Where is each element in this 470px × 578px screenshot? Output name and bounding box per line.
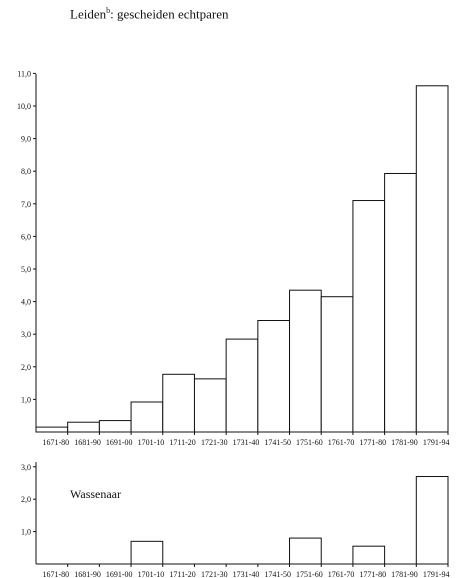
panel-1-x-tick-label: 1751-60: [296, 570, 323, 578]
panel-0-x-tick-label: 1681-90: [74, 438, 101, 447]
panel-0-y-tick-label: 11,0: [17, 69, 31, 78]
panel-0-bar: [98, 420, 132, 433]
panel-0-x-tick-label: 1711-20: [169, 438, 195, 447]
panel-0-bar: [320, 296, 354, 433]
panel-0-bar: [384, 172, 417, 433]
panel-0-bar: [225, 338, 259, 433]
wassenaar-label: Wassenaar: [70, 487, 122, 501]
panel-0-bar: [193, 378, 227, 433]
panel-0-x-tick-label: 1701-10: [138, 438, 165, 447]
panel-1-x-tick-label: 1701-10: [138, 570, 165, 578]
panel-0-y-tick-label: 2,0: [21, 363, 31, 372]
panel-0-y-tick-label: 4,0: [21, 298, 31, 307]
panel-1-x-tick-label: 1771-80: [359, 570, 386, 578]
panel-0-y-tick-label: 1,0: [21, 395, 31, 404]
panel-0-y-tick-label: 5,0: [21, 265, 31, 274]
panel-0-x-tick-label: 1691-00: [106, 438, 133, 447]
panel-0-bar: [257, 320, 291, 433]
panel-0-x-tick-label: 1771-80: [359, 438, 386, 447]
panel-1-x-tick-label: 1691-00: [106, 570, 133, 578]
panel-0-y-tick-label: 3,0: [21, 330, 31, 339]
panel-1-bar: [352, 545, 386, 565]
panel-0-bar: [35, 426, 69, 433]
panel-0-x-tick-label: 1781-90: [391, 438, 418, 447]
panel-0-bar: [289, 289, 322, 433]
panel-0-x-tick-label: 1741-50: [264, 438, 291, 447]
chart-title-superscript: b: [106, 6, 111, 15]
panel-0-bar: [415, 85, 449, 433]
panel-1-bar: [415, 476, 449, 565]
panel-0-y-tick-label: 6,0: [21, 232, 31, 241]
panel-0-bar: [162, 373, 195, 433]
chart-title-main: Leiden: [70, 6, 107, 22]
panel-0-x-tick-label: 1721-30: [201, 438, 228, 447]
panel-1-y-tick-label: 3,0: [21, 463, 31, 472]
panel-1-x-tick-label: 1681-90: [74, 570, 101, 578]
panel-1-x-tick-label: 1791-94: [423, 570, 450, 578]
panel-1-x-tick-label: 1671-80: [43, 570, 70, 578]
panel-0-bar: [352, 200, 386, 433]
panel-0-bar: [130, 401, 164, 433]
panel-0-x-tick-label: 1671-80: [43, 438, 70, 447]
panel-1-x-tick-label: 1721-30: [201, 570, 228, 578]
panel-0-x-tick-label: 1731-40: [233, 438, 260, 447]
panel-0-y-tick-label: 10,0: [17, 102, 31, 111]
panel-0-x-tick-label: 1761-70: [328, 438, 355, 447]
panel-1-x-tick-label: 1741-50: [264, 570, 291, 578]
chart-title: Leidenb: gescheiden echtparen: [70, 6, 228, 22]
panel-0-y-tick-label: 9,0: [21, 135, 31, 144]
chart-title-suffix: : gescheiden echtparen: [110, 6, 229, 22]
panel-1-x-tick-label: 1731-40: [233, 570, 260, 578]
panel-1-y-tick-label: 1,0: [21, 528, 31, 537]
panel-0-x-tick-label: 1751-60: [296, 438, 323, 447]
panel-1-bar: [289, 537, 322, 565]
panel-1-x-tick-label: 1781-90: [391, 570, 418, 578]
panel-0-x-tick-label: 1791-94: [423, 438, 450, 447]
panel-0-bar: [67, 421, 100, 433]
panel-1-x-tick-label: 1711-20: [169, 570, 195, 578]
panel-1-y-tick-label: 2,0: [21, 495, 31, 504]
panel-0-y-tick-label: 8,0: [21, 167, 31, 176]
panel-1-bar: [130, 540, 164, 565]
panel-1-x-tick-label: 1761-70: [328, 570, 355, 578]
panel-0-y-tick-label: 7,0: [21, 200, 31, 209]
